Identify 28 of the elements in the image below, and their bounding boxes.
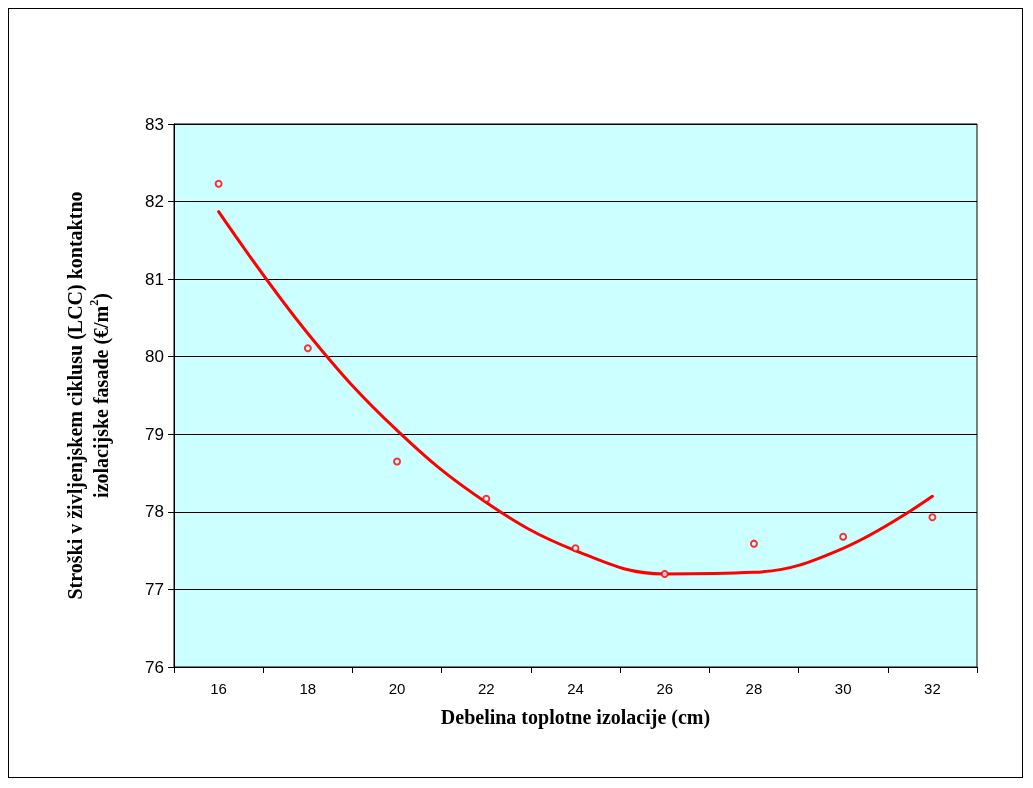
x-tick-label: 22 [477,680,495,697]
point [749,539,758,548]
y-tick-label: 83 [145,114,164,134]
y-tick-label: 81 [145,269,164,289]
x-tick-label: 20 [388,680,406,697]
x-tick-label: 32 [924,680,941,697]
x-tick-label: 24 [567,680,584,697]
point [214,179,223,188]
y-tick-label: 77 [145,579,164,599]
x-axis-title: Debelina toplotne izolacije (cm) [440,706,711,729]
y-tick-label: 79 [145,424,164,444]
x-tick-label: 28 [745,680,763,697]
y-tick-label: 82 [145,192,164,212]
point [928,513,937,522]
point [303,344,312,353]
point [482,494,491,503]
point [393,457,402,466]
y-tick-label: 78 [145,502,164,522]
x-tick-label: 16 [210,680,227,697]
point [571,544,580,553]
point [660,569,669,578]
x-tick-label: 30 [834,680,852,697]
x-tick-label: 26 [656,680,674,697]
y-tick-label: 80 [145,347,164,367]
x-tick-label: 18 [299,680,317,697]
y-tick-label: 76 [145,657,164,677]
point [839,532,848,541]
line-series [217,210,934,576]
